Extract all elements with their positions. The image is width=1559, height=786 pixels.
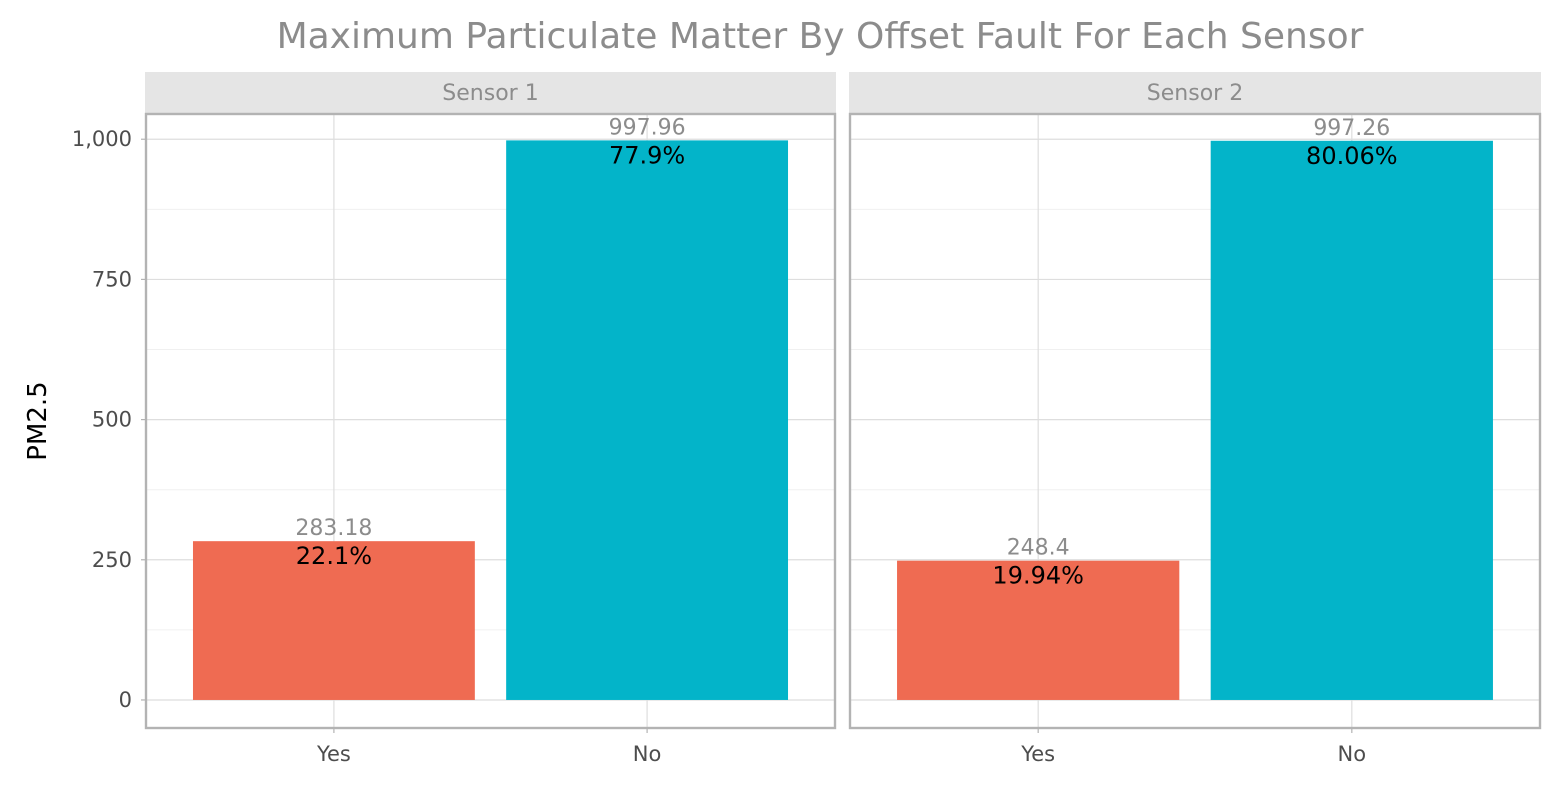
y-tick-label: 250 xyxy=(92,548,132,572)
facet-strip xyxy=(145,72,836,114)
bar-no xyxy=(1210,140,1493,700)
x-tick-label: No xyxy=(1338,742,1367,766)
bar-percent-label: 22.1% xyxy=(296,542,372,570)
x-tick-label: Yes xyxy=(316,742,351,766)
bar-value-label: 997.96 xyxy=(609,115,686,140)
bar-value-label: 997.26 xyxy=(1313,116,1390,141)
panel-border xyxy=(144,112,837,730)
x-tick-label: No xyxy=(633,742,662,766)
y-tick-label: 1,000 xyxy=(72,127,132,151)
bar-value-label: 248.4 xyxy=(1007,536,1070,561)
bar-value-label: 283.18 xyxy=(295,516,372,541)
y-axis-title: PM2.5 xyxy=(23,381,53,460)
bar-yes xyxy=(897,560,1180,700)
facet-strip xyxy=(849,72,1541,114)
facet-strip-label: Sensor 2 xyxy=(1147,81,1243,106)
bar-no xyxy=(506,140,789,700)
y-tick-label: 750 xyxy=(92,267,132,291)
bar-yes xyxy=(192,541,475,700)
y-tick-label: 500 xyxy=(92,408,132,432)
bar-percent-label: 80.06% xyxy=(1306,142,1398,170)
chart-title: Maximum Particulate Matter By Offset Fau… xyxy=(277,16,1364,57)
bar-percent-label: 19.94% xyxy=(992,562,1084,590)
x-tick-label: Yes xyxy=(1020,742,1055,766)
facet-strip-label: Sensor 1 xyxy=(442,81,538,106)
panel-border xyxy=(848,112,1542,730)
panels-layer: Sensor 1283.1822.1%Yes997.9677.9%NoSenso… xyxy=(144,72,1542,766)
bar-percent-label: 77.9% xyxy=(609,141,685,169)
y-axis-ticks: 0 250 500 750 1,000 xyxy=(72,127,146,712)
y-tick-label: 0 xyxy=(119,688,132,712)
